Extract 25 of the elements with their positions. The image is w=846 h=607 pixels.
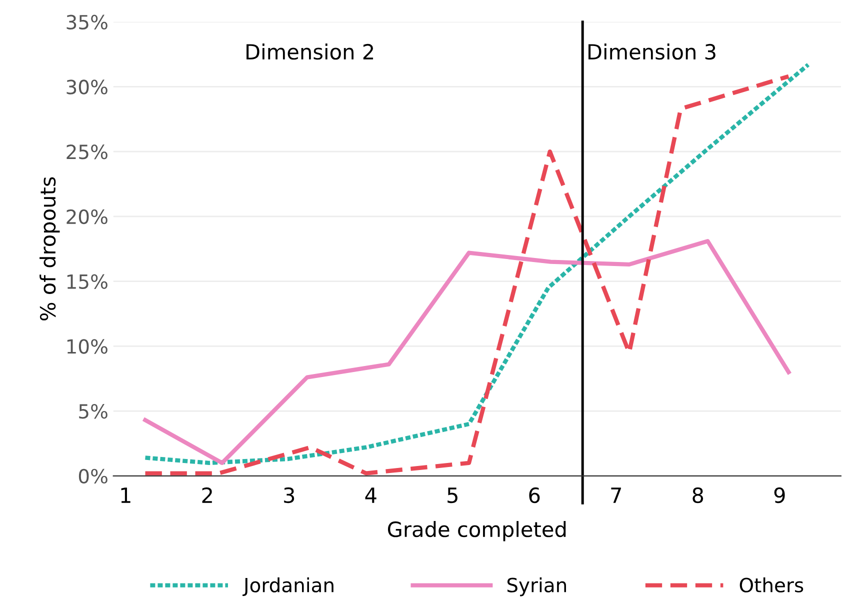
annotation: Dimension 3 (588, 44, 716, 60)
legend-label: Syrian (507, 577, 566, 596)
x-tick-label: 4 (365, 488, 376, 503)
y-tick-label: 5% (79, 404, 108, 419)
y-tick-label: 15% (67, 274, 108, 289)
y-tick-label: 25% (66, 144, 108, 160)
x-tick-label: 8 (692, 487, 704, 504)
line-series (143, 239, 791, 465)
x-axis-title: Grade completed (388, 521, 566, 542)
x-tick-label: 6 (529, 487, 540, 504)
y-tick-label: 20% (66, 209, 108, 224)
x-tick-label: 1 (121, 488, 130, 503)
annotation: Dimension 2 (246, 44, 374, 60)
legend-label: Jordanian (242, 577, 334, 596)
x-tick-label: 3 (284, 487, 294, 504)
y-tick-label: 30% (66, 80, 108, 94)
legend-label: Others (740, 577, 804, 592)
y-axis-title: % of dropouts (40, 177, 60, 320)
x-tick-label: 7 (611, 488, 621, 503)
y-tick-label: 10% (67, 339, 108, 354)
y-tick-label: 35% (66, 14, 108, 30)
y-tick-label: 0% (78, 468, 108, 484)
x-tick-label: 5 (448, 488, 458, 504)
x-tick-label: 9 (774, 487, 785, 504)
x-tick-label: 2 (202, 487, 212, 503)
